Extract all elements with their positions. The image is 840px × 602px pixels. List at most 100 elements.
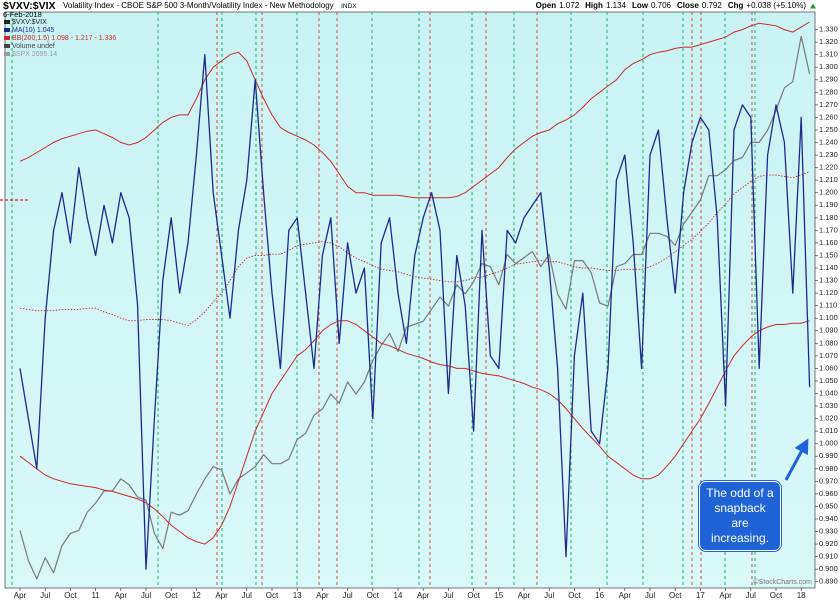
y-tick-label: 1.280: [819, 87, 838, 96]
quote-value: 0.792: [702, 1, 723, 10]
quote-label: Chg: [728, 1, 744, 10]
y-tick-label: 0.950: [819, 501, 838, 510]
up-arrow: [810, 3, 816, 9]
x-tick-label: Apr: [215, 591, 228, 600]
y-tick-label: 1.090: [819, 326, 838, 335]
x-tick-label: Apr: [719, 591, 732, 600]
legend-label: $SPX 2695.14: [12, 51, 57, 58]
annotation: The odd of a snapback are increasing.: [699, 481, 781, 551]
chart-header: $VXV:$VIX Volatility Index - CBOE S&P 50…: [3, 0, 357, 14]
x-tick-label: Oct: [367, 591, 380, 600]
y-tick-label: 1.030: [819, 401, 838, 410]
y-tick-label: 1.020: [819, 414, 838, 423]
x-tick-label: Jul: [645, 591, 655, 600]
y-tick-label: 1.070: [819, 351, 838, 360]
x-tick-label: Apr: [115, 591, 128, 600]
y-tick-label: 0.900: [819, 564, 838, 573]
legend-label: Volume undef: [12, 43, 55, 50]
quote-value: 1.134: [606, 1, 627, 10]
x-tick-label: Apr: [14, 591, 27, 600]
x-tick-label: 18: [797, 591, 806, 600]
chart-title: Volatility Index - CBOE S&P 500 3-Month/…: [63, 1, 334, 10]
series-layer: [19, 21, 811, 580]
y-tick-label: 1.120: [819, 288, 838, 297]
x-tick-label: 12: [192, 591, 201, 600]
y-tick-label: 1.250: [819, 125, 838, 134]
y-tick-label: 1.010: [819, 426, 838, 435]
quote-label: High: [585, 1, 603, 10]
x-tick-label: Jul: [544, 591, 554, 600]
series-line: [19, 54, 811, 570]
event-lines: [11, 12, 756, 588]
y-tick-label: 1.270: [819, 100, 838, 109]
x-tick-label: Oct: [165, 591, 178, 600]
y-tick-label: 1.100: [819, 313, 838, 322]
y-tick-label: 1.140: [819, 263, 838, 272]
symbol: $VXV:$VIX: [3, 0, 56, 12]
y-tick-label: 1.170: [819, 225, 838, 234]
quote-value: 1.072: [559, 1, 580, 10]
band-lower: [19, 320, 810, 545]
y-tick-label: 1.230: [819, 150, 838, 159]
x-tick-label: Apr: [417, 591, 430, 600]
chart-date: 6-Feb-2018: [3, 10, 42, 19]
y-tick-label: 1.040: [819, 388, 838, 397]
y-tick-label: 1.240: [819, 137, 838, 146]
y-tick-label: 1.160: [819, 238, 838, 247]
quote-label: Open: [536, 1, 557, 10]
y-tick-label: 0.980: [819, 464, 838, 473]
quote-value: +0.038 (+5.10%): [746, 1, 806, 10]
legend-swatch: [4, 44, 10, 48]
x-tick-label: Oct: [467, 591, 480, 600]
y-tick-label: 1.310: [819, 50, 838, 59]
legend-swatch: [4, 52, 10, 56]
y-tick-label: 0.960: [819, 489, 838, 498]
y-tick-label: 1.130: [819, 276, 838, 285]
x-tick-label: 14: [394, 591, 403, 600]
legend-swatch: [4, 36, 10, 40]
y-tick-label: 1.320: [819, 37, 838, 46]
x-tick-label: Jul: [746, 591, 756, 600]
y-tick-label: 1.220: [819, 163, 838, 172]
y-tick-label: 1.080: [819, 338, 838, 347]
x-tick-label: Oct: [568, 591, 581, 600]
x-tick-label: Jul: [141, 591, 151, 600]
x-tick-label: Oct: [266, 591, 279, 600]
y-tick-label: 1.290: [819, 75, 838, 84]
y-tick-label: 1.260: [819, 112, 838, 121]
legend-swatch: [4, 28, 10, 32]
legend-label: BB(200,1.5) 1.098 - 1.217 - 1.336: [12, 35, 116, 42]
y-tick-label: 1.210: [819, 175, 838, 184]
y-tick-label: 1.060: [819, 363, 838, 372]
y-tick-label: 1.190: [819, 200, 838, 209]
y-tick-label: 1.150: [819, 250, 838, 259]
quote-value: 0.706: [651, 1, 672, 10]
x-tick-label: Oct: [64, 591, 77, 600]
x-tick-label: Jul: [342, 591, 352, 600]
y-tick-label: 1.050: [819, 376, 838, 385]
x-tick-label: Jul: [443, 591, 453, 600]
y-tick-label: 1.180: [819, 213, 838, 222]
legend-swatch: [4, 20, 10, 24]
x-tick-label: 16: [595, 591, 604, 600]
y-tick-label: 0.930: [819, 527, 838, 536]
y-tick-label: 0.940: [819, 514, 838, 523]
quote-label: Low: [632, 1, 649, 10]
y-tick-label: 1.300: [819, 62, 838, 71]
y-tick-label: 1.330: [819, 25, 838, 34]
x-tick-label: Apr: [518, 591, 531, 600]
quote: Open 1.072 High 1.134 Low 0.706 Close 0.792 Chg +…: [536, 1, 807, 10]
legend-label: $VXV:$VIX: [12, 19, 47, 26]
watermark: ©StockCharts.com: [754, 578, 813, 586]
x-tick-label: Apr: [619, 591, 632, 600]
x-tick-label: Jul: [242, 591, 252, 600]
y-tick-label: 0.990: [819, 451, 838, 460]
legend-label: MA(10) 1.045: [12, 27, 55, 34]
y-tick-label: 0.970: [819, 476, 838, 485]
quote-label: Close: [677, 1, 699, 10]
y-tick-label: 1.200: [819, 188, 838, 197]
band-upper: [19, 21, 810, 199]
series-line: [19, 35, 811, 580]
